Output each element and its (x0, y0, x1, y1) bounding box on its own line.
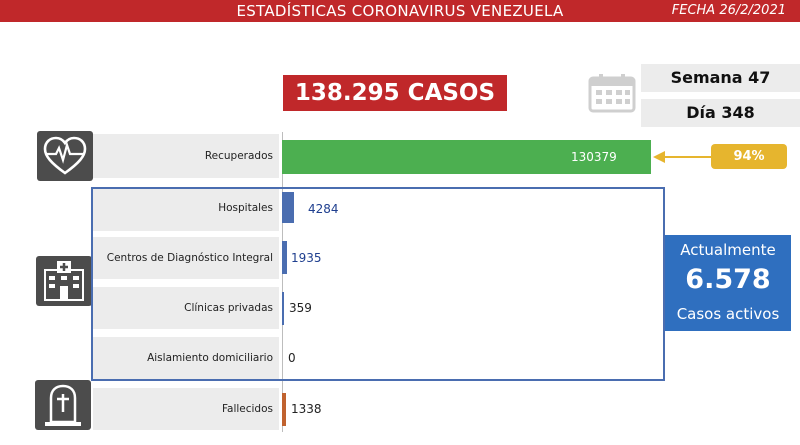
recovered-percent-badge: 94% (711, 144, 787, 169)
bar-hospitales (282, 192, 294, 223)
row-bg-fallecidos (93, 388, 279, 430)
category-label: Hospitales (218, 202, 273, 214)
day-label: Día 348 (641, 99, 800, 127)
deceased-tile (35, 380, 91, 430)
row-bg-recuperados (93, 134, 279, 178)
category-label: Aislamiento domiciliario (147, 352, 273, 364)
active-cases-box: Actualmente 6.578 Casos activos (665, 235, 791, 331)
arrow-left-icon (653, 151, 713, 163)
data-label: 4284 (308, 202, 339, 216)
data-label: 130379 (571, 150, 617, 164)
category-label: Fallecidos (221, 403, 273, 415)
tombstone-icon (45, 384, 81, 426)
active-cases-caption: Actualmente (680, 241, 776, 259)
row-bg-aislamiento (93, 337, 279, 379)
category-label: Clínicas privadas (184, 302, 273, 314)
week-label: Semana 47 (641, 64, 800, 92)
bar-recuperados (282, 140, 651, 174)
category-label: Centros de Diagnóstico Integral (106, 252, 273, 264)
recovered-tile (37, 131, 93, 181)
axis-line (282, 132, 283, 432)
page-title: ESTADÍSTICAS CORONAVIRUS VENEZUELA (236, 2, 564, 20)
active-cases-value: 6.578 (685, 264, 771, 295)
hospitalized-group-frame (91, 187, 665, 381)
data-label: 0 (288, 351, 296, 365)
bar-cdi (282, 241, 287, 274)
bar-clinicas (282, 292, 284, 325)
header-bar: ESTADÍSTICAS CORONAVIRUS VENEZUELA FECHA… (0, 0, 800, 22)
row-bg-clinicas (93, 287, 279, 329)
calendar-icon (588, 74, 636, 113)
category-label: Recuperados (204, 150, 273, 162)
hospital-tile (36, 256, 92, 306)
data-label: 359 (289, 301, 312, 315)
row-bg-hospitales (93, 189, 279, 231)
hospital-icon (44, 261, 84, 301)
date-label: FECHA 26/2/2021 (671, 3, 786, 18)
total-cases-badge: 138.295 CASOS (283, 75, 507, 111)
data-label: 1338 (291, 402, 322, 416)
heart-pulse-icon (43, 136, 87, 175)
active-cases-subcaption: Casos activos (676, 305, 780, 323)
data-label: 1935 (291, 251, 322, 265)
bar-fallecidos (282, 393, 286, 426)
row-bg-cdi (93, 237, 279, 279)
